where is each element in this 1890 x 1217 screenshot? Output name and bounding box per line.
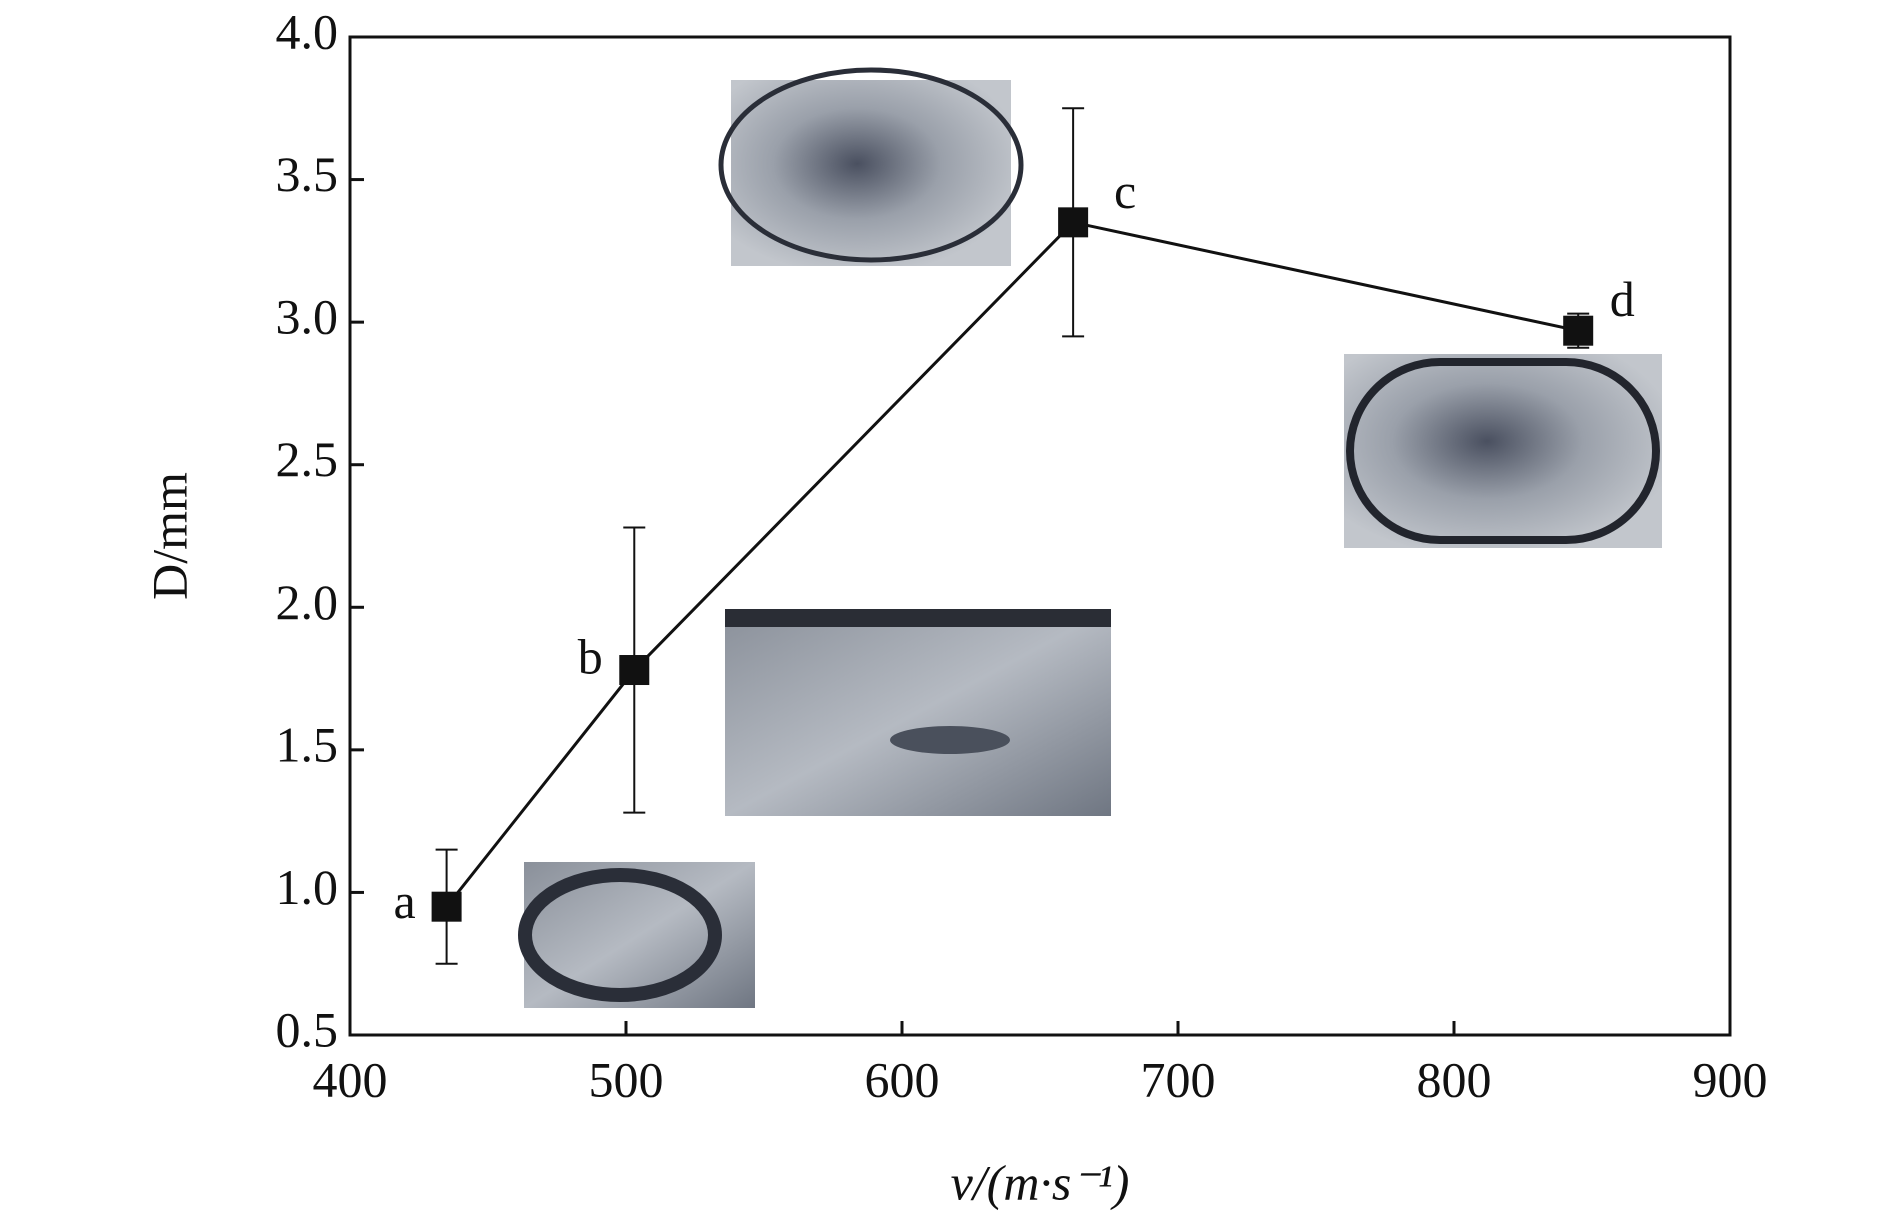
x-tick-label: 600 — [865, 1051, 940, 1107]
point-label: a — [393, 873, 415, 929]
data-point — [1058, 207, 1089, 238]
x-tick-label: 700 — [1141, 1051, 1216, 1107]
photo-c — [718, 67, 1024, 266]
series-line — [445, 220, 1579, 908]
data-point — [619, 655, 650, 686]
photo-d — [1344, 354, 1662, 548]
photo-b — [725, 609, 1111, 816]
data-point — [1563, 315, 1594, 346]
y-tick-label: 3.5 — [276, 146, 339, 202]
y-tick-label: 2.5 — [276, 431, 339, 487]
y-tick-label: 3.0 — [276, 289, 339, 345]
y-axis-label: D/mm — [141, 472, 197, 600]
photo-a — [518, 862, 755, 1008]
y-tick-label: 0.5 — [276, 1001, 339, 1057]
point-label: c — [1114, 163, 1136, 219]
x-tick-label: 800 — [1417, 1051, 1492, 1107]
y-tick-label: 1.0 — [276, 859, 339, 915]
point-label: d — [1610, 271, 1635, 327]
point-label: b — [578, 628, 603, 684]
data-point — [431, 891, 462, 922]
plot-frame — [348, 35, 1732, 1037]
x-axis-label: v/(m·s⁻¹) — [951, 1154, 1130, 1210]
x-tick-label: 500 — [589, 1051, 664, 1107]
x-tick-label: 400 — [313, 1051, 388, 1107]
y-tick-label: 4.0 — [276, 3, 339, 59]
inset-photos — [518, 67, 1662, 1008]
y-tick-label: 1.5 — [276, 716, 339, 772]
x-tick-label: 900 — [1693, 1051, 1768, 1107]
y-tick-label: 2.0 — [276, 574, 339, 630]
